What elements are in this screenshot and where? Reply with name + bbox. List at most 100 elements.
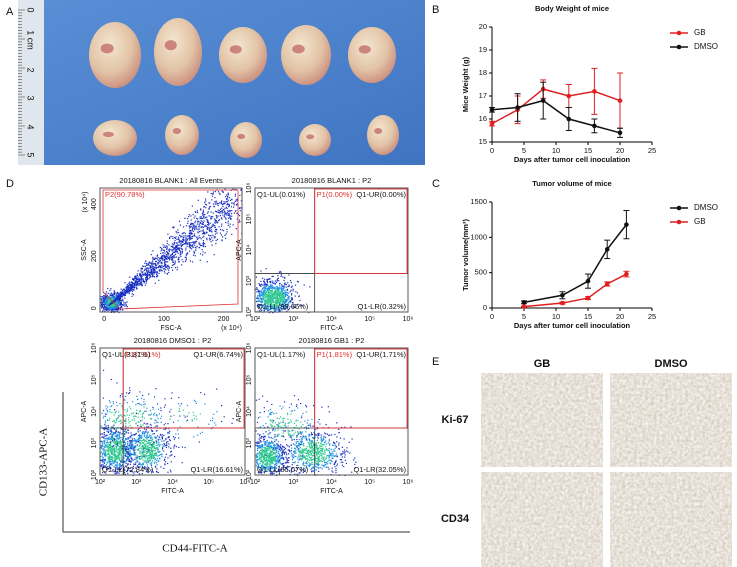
event-dot <box>278 289 280 291</box>
point <box>560 300 565 306</box>
event-dot <box>270 298 272 300</box>
event-dot <box>145 461 148 464</box>
event-dot <box>174 456 176 458</box>
event-dot <box>138 473 141 475</box>
event-dot <box>116 466 119 468</box>
event-dot <box>272 296 275 298</box>
event-dot <box>158 279 160 281</box>
event-dot <box>119 403 121 405</box>
event-dot <box>221 190 223 192</box>
event-dot <box>164 263 166 265</box>
event-dot <box>110 443 112 445</box>
event-dot <box>147 263 150 266</box>
event-dot <box>141 284 143 286</box>
event-dot <box>119 304 122 306</box>
event-dot <box>156 437 158 439</box>
event-dot <box>209 235 211 237</box>
event-dot <box>132 444 134 446</box>
event-dot <box>276 278 278 280</box>
event-dot <box>124 292 126 294</box>
panel-label: D <box>6 178 14 190</box>
event-dot <box>101 303 103 305</box>
event-dot <box>152 471 154 473</box>
event-dot <box>209 206 212 208</box>
event-dot <box>146 275 148 277</box>
event-dot <box>260 301 263 304</box>
event-dot <box>105 466 107 469</box>
event-dot <box>139 450 141 452</box>
y-tick-label: 10⁴ <box>246 245 253 256</box>
event-dot <box>277 446 279 448</box>
event-dot <box>124 460 126 463</box>
event-dot <box>113 300 116 302</box>
event-dot <box>141 442 143 444</box>
quadrant-label: Q1-UL(0.01%) <box>257 190 306 199</box>
event-dot <box>208 222 210 224</box>
event-dot <box>191 232 193 234</box>
event-dot <box>124 449 126 451</box>
event-dot <box>139 411 141 413</box>
event-dot <box>211 217 213 220</box>
event-dot <box>280 289 282 291</box>
event-dot <box>141 419 143 421</box>
event-dot <box>288 274 290 276</box>
event-dot <box>126 306 128 308</box>
event-dot <box>186 235 189 237</box>
event-dot <box>202 251 204 253</box>
event-dot <box>164 256 166 258</box>
event-dot <box>291 293 293 295</box>
event-dot <box>123 444 125 446</box>
event-dot <box>126 414 128 416</box>
event-dot <box>276 299 278 301</box>
event-dot <box>108 303 110 305</box>
event-dot <box>276 306 278 308</box>
event-dot <box>112 401 114 403</box>
event-dot <box>135 432 137 435</box>
event-dot <box>104 435 106 437</box>
event-dot <box>121 451 123 453</box>
event-dot <box>213 413 215 416</box>
event-dot <box>108 309 110 311</box>
event-dot <box>210 192 212 195</box>
event-dot <box>281 293 284 295</box>
event-dot <box>170 451 172 453</box>
event-dot <box>259 283 261 286</box>
event-dot <box>111 447 113 449</box>
event-dot <box>138 439 140 441</box>
event-dot <box>257 290 259 292</box>
event-dot <box>104 295 106 297</box>
event-dot <box>267 295 269 297</box>
event-dot <box>269 298 271 300</box>
event-dot <box>181 248 183 250</box>
event-dot <box>200 253 202 255</box>
event-dot <box>104 458 106 460</box>
event-dot <box>116 439 118 442</box>
event-dot <box>283 298 285 300</box>
event-dot <box>102 369 105 371</box>
event-dot <box>110 448 112 450</box>
event-dot <box>113 304 115 306</box>
event-dot <box>271 305 273 307</box>
event-dot <box>258 304 261 306</box>
event-dot <box>139 278 141 280</box>
event-dot <box>141 285 143 287</box>
event-dot <box>224 212 226 215</box>
event-dot <box>109 460 111 462</box>
event-dot <box>106 468 109 470</box>
event-dot <box>127 285 129 287</box>
event-dot <box>228 197 231 199</box>
ruler-label: 4 <box>26 124 36 129</box>
event-dot <box>281 300 283 303</box>
event-dot <box>202 230 204 232</box>
event-dot <box>155 414 157 416</box>
event-dot <box>267 447 269 449</box>
event-dot <box>295 291 297 293</box>
event-dot <box>166 242 168 245</box>
event-dot <box>115 401 118 403</box>
event-dot <box>218 219 221 221</box>
event-dot <box>283 301 286 303</box>
event-dot <box>136 439 138 441</box>
event-dot <box>135 284 137 286</box>
event-dot <box>149 442 151 444</box>
event-dot <box>185 256 187 258</box>
